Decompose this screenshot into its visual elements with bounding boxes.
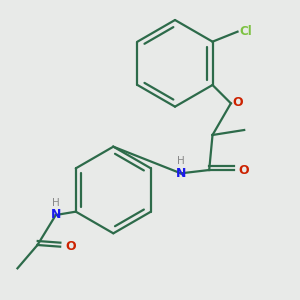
Text: O: O <box>239 164 250 176</box>
Text: O: O <box>65 240 76 253</box>
Text: H: H <box>52 198 60 208</box>
Text: N: N <box>51 208 61 221</box>
Text: O: O <box>232 96 243 109</box>
Text: Cl: Cl <box>239 25 252 38</box>
Text: H: H <box>177 156 185 166</box>
Text: N: N <box>176 167 186 180</box>
